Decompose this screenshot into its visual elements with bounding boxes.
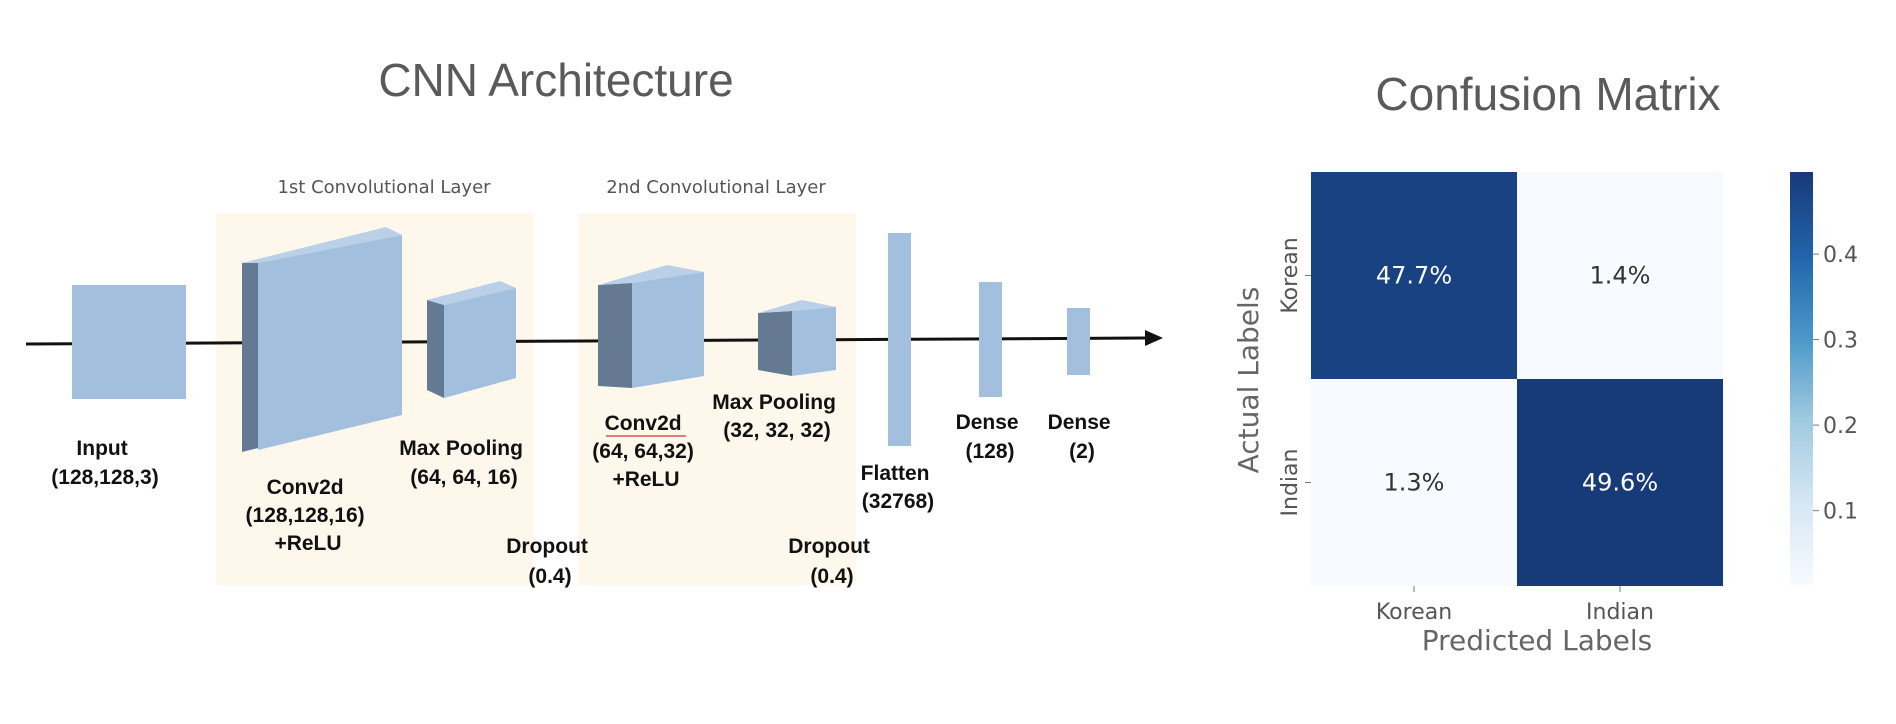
input-block [72,285,186,399]
input-label: Input (128,128,3) [51,437,158,489]
diagram-title: CNN Architecture [378,54,733,106]
conv2d-2-label: Conv2d (64, 64,32) +ReLU [592,412,699,491]
x-axis-ticks: Korean Indian [1376,586,1654,625]
flatten-block [888,233,911,446]
heatmap-cell-label: 49.6% [1582,469,1658,497]
dense-2-label: Dense (2) [1048,411,1117,463]
x-tick-label: Korean [1376,600,1452,625]
maxpool-2-block [758,300,836,376]
dense-1-block [979,282,1002,397]
confusion-matrix-chart: Confusion Matrix 47.7% 1.4% 1.3% 49.6% Kore… [1232,68,1858,657]
flatten-label: Flatten (32768) [861,462,936,513]
dense-1-label: Dense (128) [956,411,1025,463]
heatmap-cell [1311,172,1517,379]
conv2d-2-block [598,265,704,388]
maxpool-1-label: Max Pooling (64, 64, 16) [399,437,529,489]
heatmap-cell-labels: 47.7% 1.4% 1.3% 49.6% [1376,262,1658,497]
conv2-section-bg [578,213,856,585]
heatmap-cell-label: 1.4% [1590,262,1651,290]
heatmap-cell [1517,172,1723,379]
colorbar-tick-label: 0.3 [1823,329,1858,354]
cnn-architecture-diagram: CNN Architecture 1st Convolutional Layer… [25,54,1163,588]
colorbar-tick-label: 0.4 [1823,243,1858,268]
x-axis-title: Predicted Labels [1422,624,1652,657]
y-tick-label: Korean [1278,237,1303,313]
conv2d-1-label: Conv2d (128,128,16) +ReLU [246,476,371,555]
y-axis-ticks: Korean Indian [1278,237,1311,516]
y-tick-label: Indian [1278,449,1303,517]
dropout-2-label: Dropout (0.4) [788,535,876,588]
colorbar [1790,172,1813,585]
chart-title: Confusion Matrix [1375,68,1720,120]
heatmap-cell-label: 1.3% [1384,469,1445,497]
maxpool-2-label: Max Pooling (32, 32, 32) [712,391,842,442]
conv1-section-label: 1st Convolutional Layer [277,177,491,198]
dropout-1-label: Dropout (0.4) [506,535,594,588]
colorbar-tick-label: 0.1 [1823,500,1858,525]
heatmap-cell [1311,379,1517,586]
colorbar-ticks: 0.1 0.2 0.3 0.4 [1813,243,1858,525]
x-tick-label: Indian [1586,600,1654,625]
maxpool-1-block [427,281,516,398]
heatmap-cell-label: 47.7% [1376,262,1452,290]
colorbar-tick-label: 0.2 [1823,414,1858,439]
flow-arrow [25,330,1163,346]
y-axis-title: Actual Labels [1232,287,1265,474]
conv2d-1-block [242,227,402,452]
heatmap-cell [1517,379,1723,586]
dense-2-block [1067,308,1090,375]
conv2-section-label: 2nd Convolutional Layer [606,177,826,198]
heatmap-cells [1311,172,1723,586]
